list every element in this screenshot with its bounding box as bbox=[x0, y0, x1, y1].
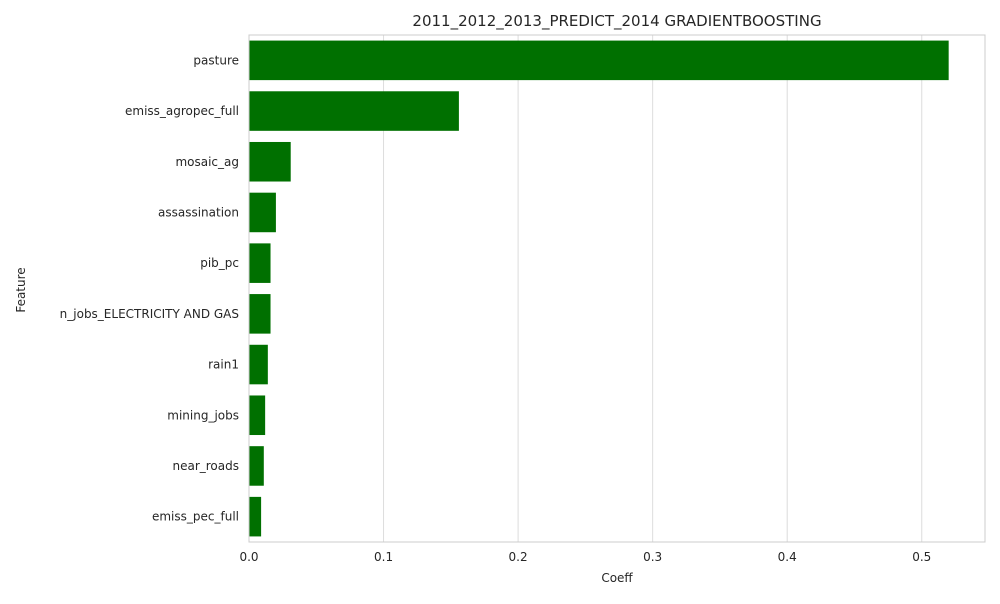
y-axis-label: Feature bbox=[14, 267, 28, 312]
x-tick-label: 0.1 bbox=[374, 550, 393, 564]
bar-emiss-pec-full bbox=[249, 496, 262, 537]
y-tick-label: mosaic_ag bbox=[175, 155, 239, 169]
chart-title: 2011_2012_2013_PREDICT_2014 GRADIENTBOOS… bbox=[412, 12, 821, 31]
y-tick-label: near_roads bbox=[172, 459, 239, 473]
x-tick-label: 0.4 bbox=[778, 550, 797, 564]
y-tick-label: emiss_agropec_full bbox=[125, 104, 239, 118]
bar-assassination bbox=[249, 192, 276, 233]
y-tick-label: n_jobs_ELECTRICITY AND GAS bbox=[60, 307, 239, 321]
bar-near-roads bbox=[249, 446, 264, 486]
y-tick-label: mining_jobs bbox=[167, 408, 239, 422]
bar-pasture bbox=[249, 40, 949, 81]
y-tick-labels: pasture emiss_agropec_full mosaic_agassass… bbox=[60, 53, 239, 523]
x-tick-label: 0.5 bbox=[912, 550, 931, 564]
x-tick-label: 0.2 bbox=[509, 550, 528, 564]
y-tick-label: emiss_pec_full bbox=[152, 510, 239, 524]
y-tick-label: pib_pc bbox=[200, 256, 239, 270]
bar-rain1 bbox=[249, 344, 268, 385]
axes-spines bbox=[248, 34, 986, 543]
x-tick-label: 0.0 bbox=[239, 550, 258, 564]
bar-n-jobs-electricity-and-gas bbox=[249, 294, 271, 334]
bar-mosaic-ag bbox=[249, 141, 291, 182]
bar-emiss-agropec-full bbox=[249, 91, 459, 131]
bar-pib-pc bbox=[249, 243, 271, 283]
y-tick-label: rain1 bbox=[208, 358, 239, 372]
y-tick-label: pasture bbox=[193, 53, 239, 67]
plot-frame bbox=[248, 34, 986, 543]
x-tick-labels: 0.0 0.1 0.2 0.3 0.4 0.5 bbox=[239, 550, 931, 564]
x-tick-label: 0.3 bbox=[643, 550, 662, 564]
bar-mining-jobs bbox=[249, 395, 266, 436]
y-tick-label: assassination bbox=[158, 205, 239, 219]
bars bbox=[249, 40, 949, 537]
x-axis-label: Coeff bbox=[601, 571, 633, 585]
